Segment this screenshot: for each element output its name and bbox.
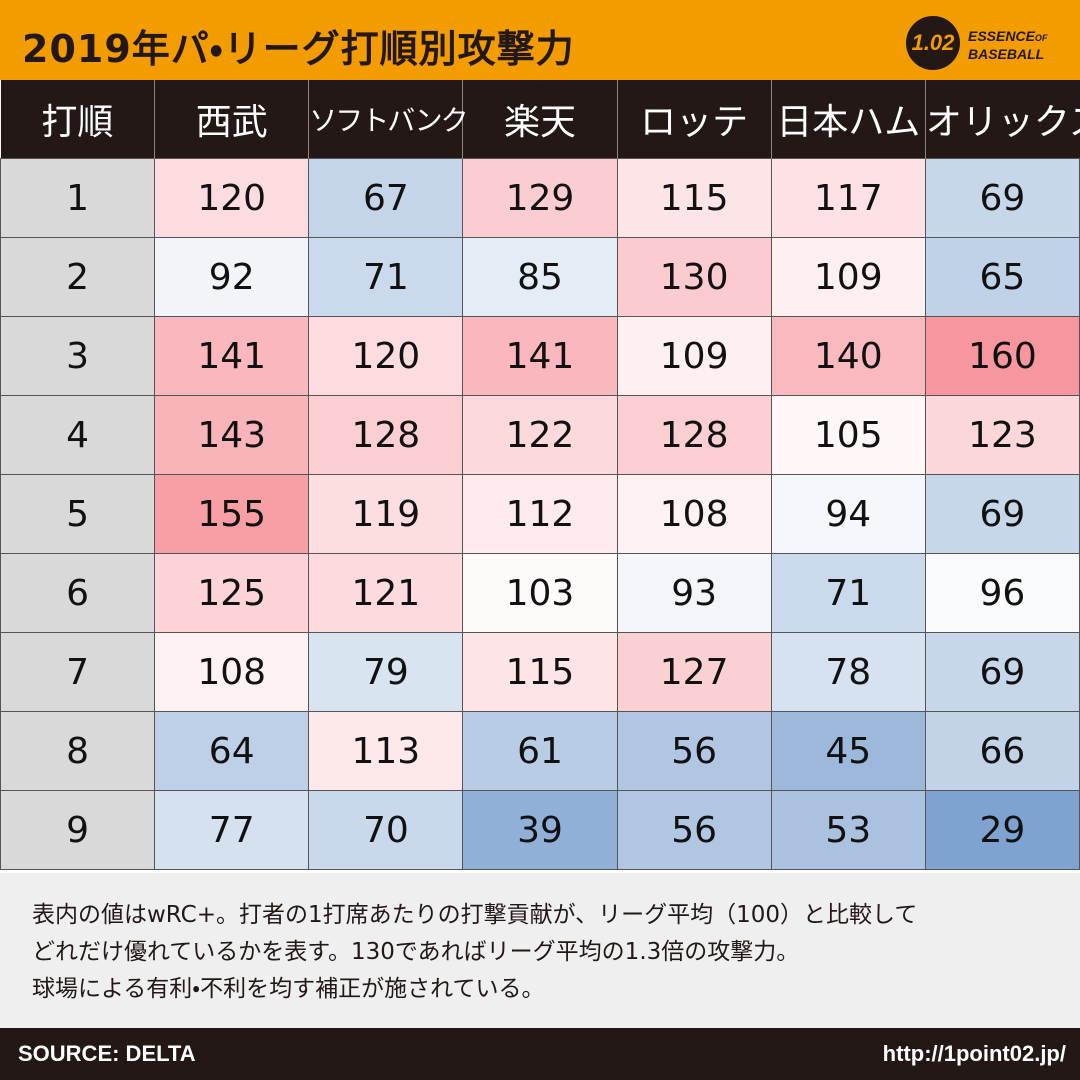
row: 1 120 67 129 115 117 69 <box>0 158 1080 238</box>
cell: 141 <box>154 316 310 396</box>
cell: 130 <box>616 237 772 317</box>
footer: SOURCE: DELTA http://1point02.jp/ <box>0 1028 1080 1080</box>
cell: 117 <box>770 158 926 238</box>
column-header: ソフトバンク <box>308 80 469 159</box>
cell: 45 <box>770 711 926 791</box>
cell: 93 <box>616 553 772 633</box>
cell: 119 <box>308 474 464 554</box>
column-header: 楽天 <box>462 80 618 159</box>
cell: 109 <box>616 316 772 396</box>
cell: 120 <box>308 316 464 396</box>
table-body: 1 120 67 129 115 117 69 2 92 71 85 130 109 65 3 141 120 1… <box>0 158 1080 870</box>
row-label: 4 <box>0 395 156 475</box>
cell: 108 <box>616 474 772 554</box>
cell: 105 <box>770 395 926 475</box>
row-label: 5 <box>0 474 156 554</box>
header-row: 打順西武ソフトバンク楽天ロッテ日本ハムオリックス <box>0 80 1080 159</box>
cell: 61 <box>462 711 618 791</box>
row: 6 125 121 103 93 71 96 <box>0 553 1080 633</box>
cell: 66 <box>924 711 1080 791</box>
cell: 128 <box>616 395 772 475</box>
cell: 120 <box>154 158 310 238</box>
table: 打順西武ソフトバンク楽天ロッテ日本ハムオリックス1120671291151176… <box>0 80 1080 870</box>
cell: 69 <box>924 632 1080 712</box>
note-line: 球場による有利・不利を均す補正が施されている。 <box>32 976 545 1002</box>
logo-word: ESSENCE <box>968 28 1035 44</box>
row-label: 3 <box>0 316 156 396</box>
cell: 69 <box>924 474 1080 554</box>
source: SOURCE: DELTA <box>18 1041 196 1066</box>
row-label: 1 <box>0 158 156 238</box>
cell: 29 <box>924 790 1080 870</box>
row-label: 9 <box>0 790 156 870</box>
cell: 56 <box>616 790 772 870</box>
cell: 78 <box>770 632 926 712</box>
cell: 143 <box>154 395 310 475</box>
url: http://1point02.jp/ <box>882 1041 1066 1066</box>
cell: 115 <box>462 632 618 712</box>
cell: 109 <box>770 237 926 317</box>
cell: 128 <box>308 395 464 475</box>
row: 4 143 128 122 128 105 123 <box>0 395 1080 475</box>
cell: 77 <box>154 790 310 870</box>
cell: 67 <box>308 158 464 238</box>
title-bar: 2019年パ・リーグ打順別攻撃力 1.02 ESSENCEOF BASEBALL <box>0 0 1080 80</box>
column-header: オリックス <box>924 80 1080 159</box>
cell: 125 <box>154 553 310 633</box>
note-line: 表内の値はwRC+。打者の1打席あたりの打撃貢献が、リーグ平均（100）と比較し… <box>32 902 918 928</box>
logo: 1.02 ESSENCEOF BASEBALL <box>906 14 1066 70</box>
row-label: 6 <box>0 553 156 633</box>
cell: 121 <box>308 553 464 633</box>
row: 8 64 113 61 56 45 66 <box>0 711 1080 791</box>
logo-line1: ESSENCEOF <box>968 28 1047 44</box>
logo-line2: BASEBALL <box>968 46 1045 62</box>
cell: 79 <box>308 632 464 712</box>
cell: 123 <box>924 395 1080 475</box>
column-header: 日本ハム <box>770 80 926 159</box>
cell: 140 <box>770 316 926 396</box>
cell: 127 <box>616 632 772 712</box>
cell: 64 <box>154 711 310 791</box>
cell: 122 <box>462 395 618 475</box>
title: 2019年パ・リーグ打順別攻撃力 <box>22 27 575 71</box>
column-header: 打順 <box>0 80 155 159</box>
cell: 92 <box>154 237 310 317</box>
cell: 71 <box>308 237 464 317</box>
column-header: 西武 <box>154 80 309 159</box>
row: 9 77 70 39 56 53 29 <box>0 790 1080 870</box>
cell: 115 <box>616 158 772 238</box>
cell: 112 <box>462 474 618 554</box>
cell: 69 <box>924 158 1080 238</box>
cell: 70 <box>308 790 464 870</box>
cell: 56 <box>616 711 772 791</box>
logo-number: 1.02 <box>906 16 960 70</box>
cell: 85 <box>462 237 618 317</box>
cell: 113 <box>308 711 464 791</box>
row: 5 155 119 112 108 94 69 <box>0 474 1080 554</box>
cell: 160 <box>924 316 1080 396</box>
notes: 表内の値はwRC+。打者の1打席あたりの打撃貢献が、リーグ平均（100）と比較し… <box>0 873 1080 1028</box>
row-label: 2 <box>0 237 156 317</box>
cell: 71 <box>770 553 926 633</box>
cell: 141 <box>462 316 618 396</box>
cell: 155 <box>154 474 310 554</box>
row-label: 8 <box>0 711 156 791</box>
cell: 65 <box>924 237 1080 317</box>
cell: 96 <box>924 553 1080 633</box>
cell: 108 <box>154 632 310 712</box>
cell: 39 <box>462 790 618 870</box>
row: 2 92 71 85 130 109 65 <box>0 237 1080 317</box>
row: 3 141 120 141 109 140 160 <box>0 316 1080 396</box>
column-header: ロッテ <box>616 80 772 159</box>
cell: 53 <box>770 790 926 870</box>
cell: 129 <box>462 158 618 238</box>
logo-small: OF <box>1034 33 1048 43</box>
cell: 103 <box>462 553 618 633</box>
row-label: 7 <box>0 632 156 712</box>
row: 7 108 79 115 127 78 69 <box>0 632 1080 712</box>
note-line: どれだけ優れているかを表す。130であればリーグ平均の1.3倍の攻撃力。 <box>32 939 800 965</box>
cell: 94 <box>770 474 926 554</box>
